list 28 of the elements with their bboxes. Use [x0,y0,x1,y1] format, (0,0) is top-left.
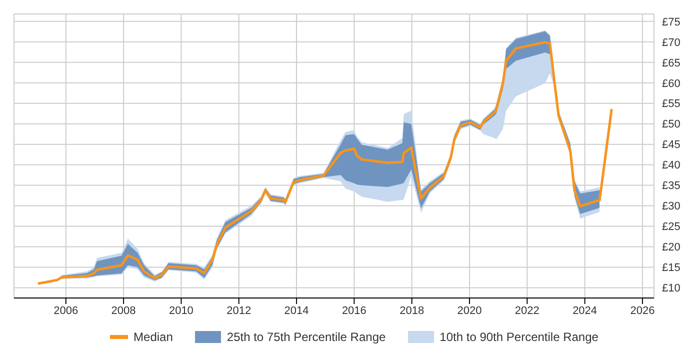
legend-label: 25th to 75th Percentile Range [226,330,386,344]
x-tick-label: 2024 [572,304,598,317]
y-tick-label: £30 [662,200,680,213]
y-tick-label: £25 [662,221,680,234]
y-tick-label: £60 [662,78,680,90]
x-tick-label: 2022 [514,304,540,317]
x-tick-label: 2026 [630,304,655,317]
x-tick-label: 2014 [284,304,309,317]
x-tick-label: 2016 [342,304,366,317]
legend-label: Median [134,330,173,344]
legend-label: 10th to 90th Percentile Range [440,330,598,344]
x-tick-label: 2020 [457,304,482,317]
y-tick-label: £10 [662,282,680,295]
y-tick-label: £50 [662,118,680,131]
y-tick-label: £65 [662,57,680,70]
y-tick-label: £70 [662,36,680,49]
y-tick-label: £75 [662,16,680,28]
y-tick-label: £55 [662,98,680,110]
x-tick-label: 2006 [54,304,78,317]
x-tick-label: 2018 [400,304,424,317]
x-tick-label: 2008 [111,304,136,317]
y-tick-label: £35 [662,180,680,192]
y-tick-label: £45 [662,139,680,152]
y-tick-label: £40 [662,160,680,172]
y-tick-label: £20 [662,242,680,254]
x-tick-label: 2012 [226,304,252,317]
y-tick-label: £15 [662,262,680,274]
x-tick-label: 2010 [168,304,194,317]
